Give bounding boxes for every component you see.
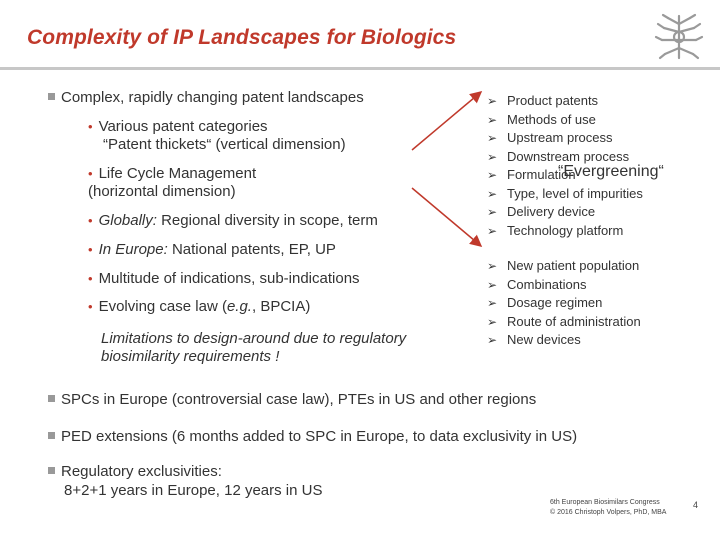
list-item-label: Type, level of impurities bbox=[507, 185, 643, 201]
arrow-bullet-icon: ➢ bbox=[487, 259, 498, 273]
sub-bullet-europe: • In Europe: National patents, EP, UP bbox=[88, 241, 336, 258]
list-item: ➢ Dosage regimen bbox=[487, 295, 602, 310]
arrow-bullet-icon: ➢ bbox=[487, 186, 498, 201]
page-number: 4 bbox=[693, 500, 699, 510]
arrow-bullet-icon: ➢ bbox=[487, 94, 498, 108]
limitations-line-1: Limitations to design-around due to regu… bbox=[101, 330, 407, 347]
list-item: ➢ Route of administration bbox=[487, 314, 641, 329]
square-bullet-icon bbox=[48, 467, 55, 474]
square-bullet-icon bbox=[48, 93, 55, 100]
sub-bullet-indications: • Multitude of indications, sub-indicatio… bbox=[88, 270, 360, 287]
list-item-label: New patient population bbox=[507, 258, 640, 273]
sub-bullet-life-cycle: • Life Cycle Management bbox=[88, 165, 257, 182]
footer-copyright: © 2016 Christoph Volpers, PhD, MBA bbox=[550, 509, 667, 516]
page-title: Complexity of IP Landscapes for Biologic… bbox=[27, 26, 457, 49]
dot-bullet-icon: • bbox=[88, 271, 93, 286]
sub-bullet-horizontal: (horizontal dimension) bbox=[88, 183, 236, 200]
list-item: ➢ Upstream process bbox=[487, 130, 612, 145]
list-item: ➢ Combinations bbox=[487, 277, 587, 292]
arrow-bullet-icon: ➢ bbox=[487, 149, 498, 164]
sub-bullet-patent-thickets: “Patent thickets“ (vertical dimension) bbox=[103, 136, 346, 153]
regulatory-years: 8+2+1 years in Europe, 12 years in US bbox=[64, 482, 323, 499]
list-item-label: Dosage regimen bbox=[507, 295, 603, 310]
dot-bullet-icon: • bbox=[88, 242, 93, 257]
footer-congress: 6th European Biosimilars Congress bbox=[550, 499, 660, 506]
list-item-label: Route of administration bbox=[507, 313, 641, 329]
sub-bullet-globally: • Globally: Regional diversity in scope, … bbox=[88, 212, 378, 229]
bullet-patent-landscapes: Complex, rapidly changing patent landsca… bbox=[48, 89, 364, 106]
list-item-label: Technology platform bbox=[507, 222, 624, 238]
list-item: ➢ Formulation bbox=[487, 167, 576, 182]
list-item: ➢ Product patents bbox=[487, 93, 598, 108]
dot-bullet-icon: • bbox=[88, 299, 93, 314]
sub-bullet-patent-categories: • Various patent categories bbox=[88, 118, 268, 135]
list-item: ➢ New patient population bbox=[487, 258, 639, 273]
arrow-bullet-icon: ➢ bbox=[487, 277, 498, 292]
bullet-ped: PED extensions (6 months added to SPC in… bbox=[48, 428, 577, 445]
footer-credit: 6th European Biosimilars Congress © 2016… bbox=[550, 498, 666, 518]
arrow-bullet-icon: ➢ bbox=[487, 296, 498, 310]
square-bullet-icon bbox=[48, 395, 55, 402]
list-item-label: Formulation bbox=[507, 167, 576, 182]
sub-bullet-case-law: • Evolving case law (e.g., BPCIA) bbox=[88, 298, 311, 315]
list-item: ➢ New devices bbox=[487, 332, 581, 347]
arrow-bullet-icon: ➢ bbox=[487, 168, 498, 182]
list-item-label: Methods of use bbox=[507, 111, 596, 127]
arrow-bullet-icon: ➢ bbox=[487, 131, 498, 145]
arrow-bullet-icon: ➢ bbox=[487, 223, 498, 238]
list-item-label: Delivery device bbox=[507, 204, 596, 219]
dot-bullet-icon: • bbox=[88, 213, 93, 228]
list-item: ➢ Technology platform bbox=[487, 223, 623, 238]
list-item: ➢ Downstream process bbox=[487, 149, 629, 164]
list-item-label: New devices bbox=[507, 332, 581, 347]
bullet-regulatory: Regulatory exclusivities: bbox=[48, 463, 222, 480]
list-item: ➢ Methods of use bbox=[487, 112, 596, 127]
arrow-bullet-icon: ➢ bbox=[487, 205, 498, 219]
list-item: ➢ Type, level of impurities bbox=[487, 186, 643, 201]
list-item-label: Product patents bbox=[507, 93, 599, 108]
square-bullet-icon bbox=[48, 432, 55, 439]
evergreening-label: “Evergreening“ bbox=[558, 163, 664, 180]
title-divider bbox=[0, 67, 720, 70]
dna-molecule-icon bbox=[654, 13, 704, 60]
arrow-bullet-icon: ➢ bbox=[487, 314, 498, 329]
limitations-line-2: biosimilarity requirements ! bbox=[101, 348, 280, 365]
list-item-label: Upstream process bbox=[507, 130, 613, 145]
list-item-label: Downstream process bbox=[507, 148, 630, 164]
arrow-bullet-icon: ➢ bbox=[487, 333, 498, 347]
dot-bullet-icon: • bbox=[88, 119, 93, 134]
list-item-label: Combinations bbox=[507, 276, 587, 292]
dot-bullet-icon: • bbox=[88, 166, 93, 181]
arrow-bullet-icon: ➢ bbox=[487, 112, 498, 127]
list-item: ➢ Delivery device bbox=[487, 204, 595, 219]
bullet-spc: SPCs in Europe (controversial case law),… bbox=[48, 391, 536, 408]
